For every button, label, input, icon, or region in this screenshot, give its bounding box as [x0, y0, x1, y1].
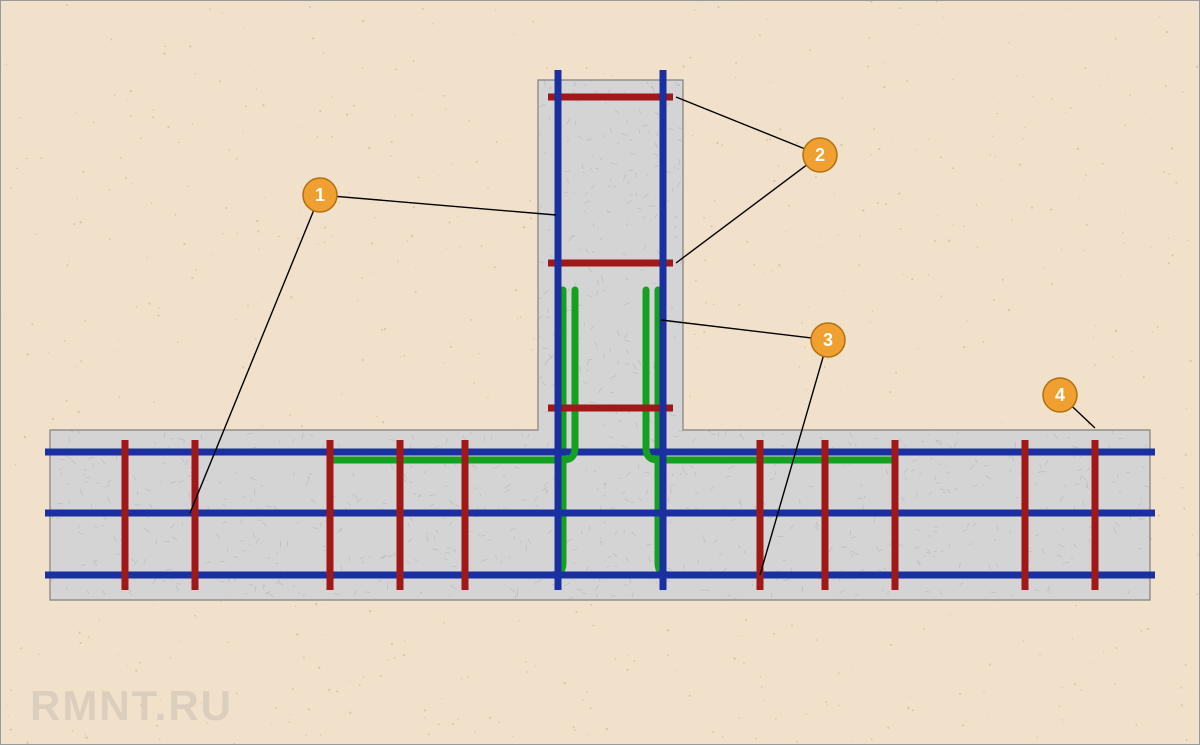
callout-2: 2 [803, 138, 837, 172]
svg-text:2: 2 [815, 145, 825, 165]
svg-text:4: 4 [1055, 385, 1065, 405]
callout-1: 1 [303, 178, 337, 212]
svg-text:1: 1 [315, 185, 325, 205]
callout-4: 4 [1043, 378, 1077, 412]
rebar-diagram: 1 2 3 4 [0, 0, 1200, 745]
callout-3: 3 [811, 323, 845, 357]
svg-text:3: 3 [823, 330, 833, 350]
